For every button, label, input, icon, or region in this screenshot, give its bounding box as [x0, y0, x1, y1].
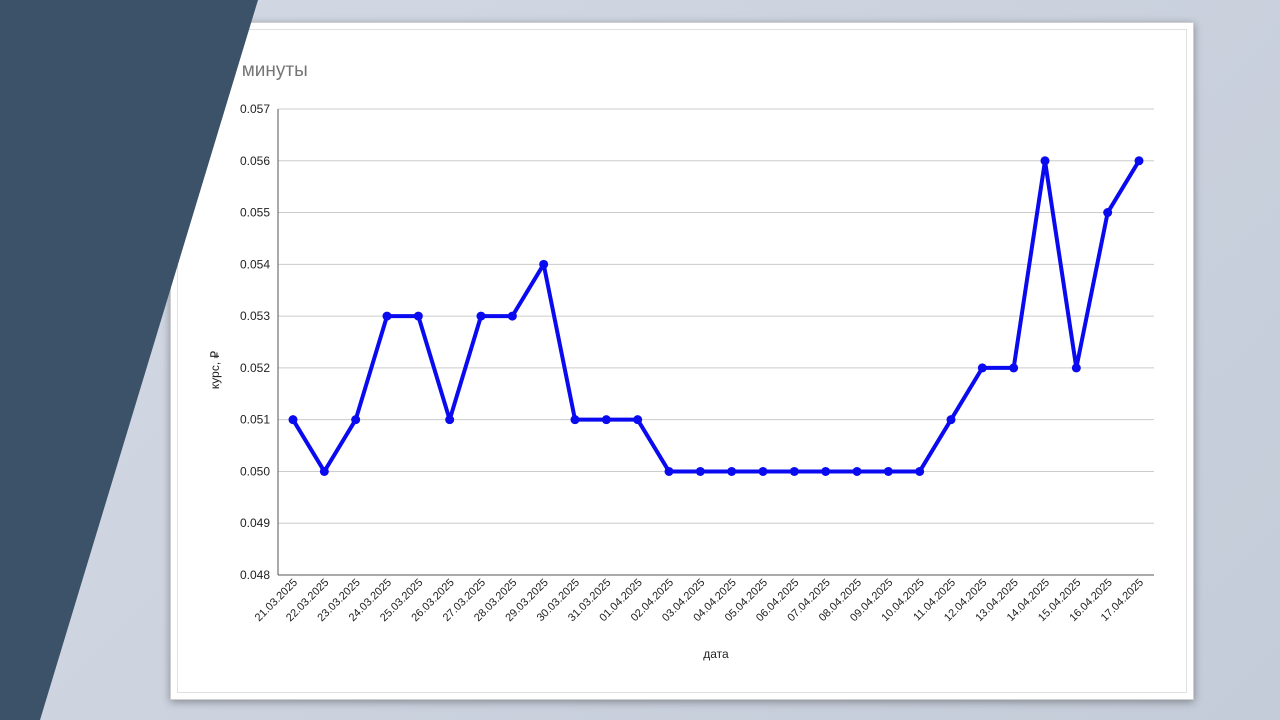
x-axis-label: дата: [703, 647, 729, 661]
series-line: [291, 158, 1141, 474]
data-point: [789, 466, 799, 476]
data-point: [539, 259, 549, 269]
data-point: [445, 415, 455, 425]
data-point: [821, 466, 831, 476]
data-point: [476, 311, 486, 321]
data-point: [1103, 208, 1113, 218]
y-tick-label: 0.053: [240, 309, 270, 323]
data-point: [946, 415, 956, 425]
data-point: [413, 311, 423, 321]
y-tick-label: 0.050: [240, 464, 270, 478]
axes: [277, 109, 1154, 576]
y-tick-labels: 0.048 0.049 0.050 0.051 0.052 0.053 0.054 0.055…: [240, 102, 270, 582]
y-tick-label: 0.049: [240, 516, 270, 530]
data-point: [507, 311, 517, 321]
data-points: [288, 156, 1144, 476]
data-point: [1071, 363, 1081, 373]
data-point: [1040, 156, 1050, 166]
y-tick-label: 0.056: [240, 154, 270, 168]
data-point: [319, 466, 329, 476]
series-line-path: [291, 158, 1141, 474]
data-point: [351, 415, 361, 425]
y-tick-label: 0.052: [240, 361, 270, 375]
y-tick-label: 0.051: [240, 413, 270, 427]
y-tick-label: 0.048: [240, 568, 270, 582]
data-point: [664, 466, 674, 476]
data-point: [695, 466, 705, 476]
data-point: [727, 466, 737, 476]
data-point: [977, 363, 987, 373]
y-axis-label: курс, ₽: [208, 351, 222, 390]
data-point: [758, 466, 768, 476]
y-tick-label: 0.055: [240, 206, 270, 220]
data-point: [883, 466, 893, 476]
data-point: [915, 466, 925, 476]
chart-card: [170, 22, 1194, 700]
data-point: [1134, 156, 1144, 166]
data-point: [601, 415, 611, 425]
chart-frame: [177, 29, 1187, 693]
data-point: [382, 311, 392, 321]
data-point: [1009, 363, 1019, 373]
data-point: [570, 415, 580, 425]
y-tick-label: 0.057: [240, 102, 270, 116]
data-point: [633, 415, 643, 425]
data-point: [288, 415, 298, 425]
y-tick-label: 0.054: [240, 257, 270, 271]
data-point: [852, 466, 862, 476]
